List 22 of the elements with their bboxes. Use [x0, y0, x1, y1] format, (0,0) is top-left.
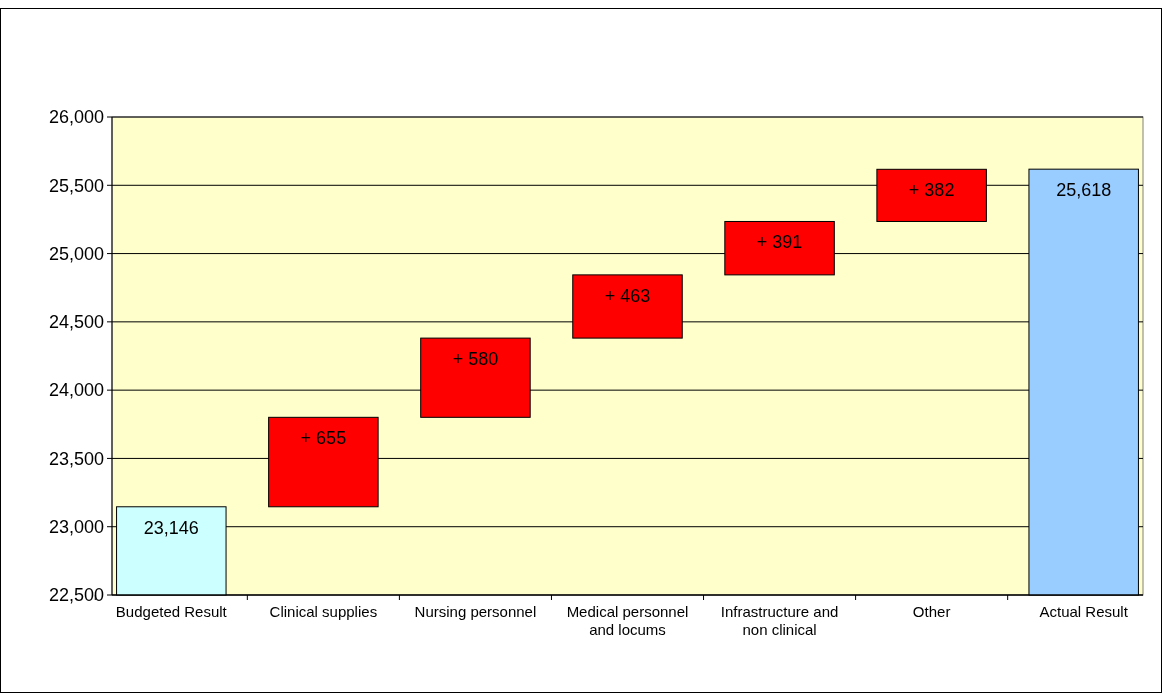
- data-label: 25,618: [1056, 180, 1112, 201]
- x-tick-label: Clinical supplies: [269, 603, 378, 620]
- data-label: + 391: [756, 232, 803, 253]
- data-label: 23,146: [143, 517, 199, 538]
- y-tick-label: 22,500: [48, 585, 104, 606]
- y-tick-label: 23,000: [48, 517, 104, 538]
- y-tick-label: 23,500: [48, 448, 104, 469]
- x-tick-label: Actual Result: [1039, 603, 1129, 620]
- x-tick-label: Budgeted Result: [115, 603, 228, 620]
- y-tick-label: 24,500: [48, 312, 104, 333]
- y-tick-label: 26,000: [48, 107, 104, 128]
- x-tick-label: Other: [912, 603, 951, 620]
- x-tick-label: Medical personnel and locums: [566, 603, 689, 638]
- data-label: + 655: [300, 428, 347, 449]
- y-tick-label: 25,500: [48, 175, 104, 196]
- x-tick-label: Infrastructure and non clinical: [720, 603, 839, 638]
- y-tick-label: 25,000: [48, 243, 104, 264]
- data-label: + 463: [604, 285, 651, 306]
- data-label: + 382: [908, 180, 955, 201]
- data-label: + 580: [452, 349, 499, 370]
- x-tick-label: Nursing personnel: [414, 603, 537, 620]
- y-tick-label: 24,000: [48, 380, 104, 401]
